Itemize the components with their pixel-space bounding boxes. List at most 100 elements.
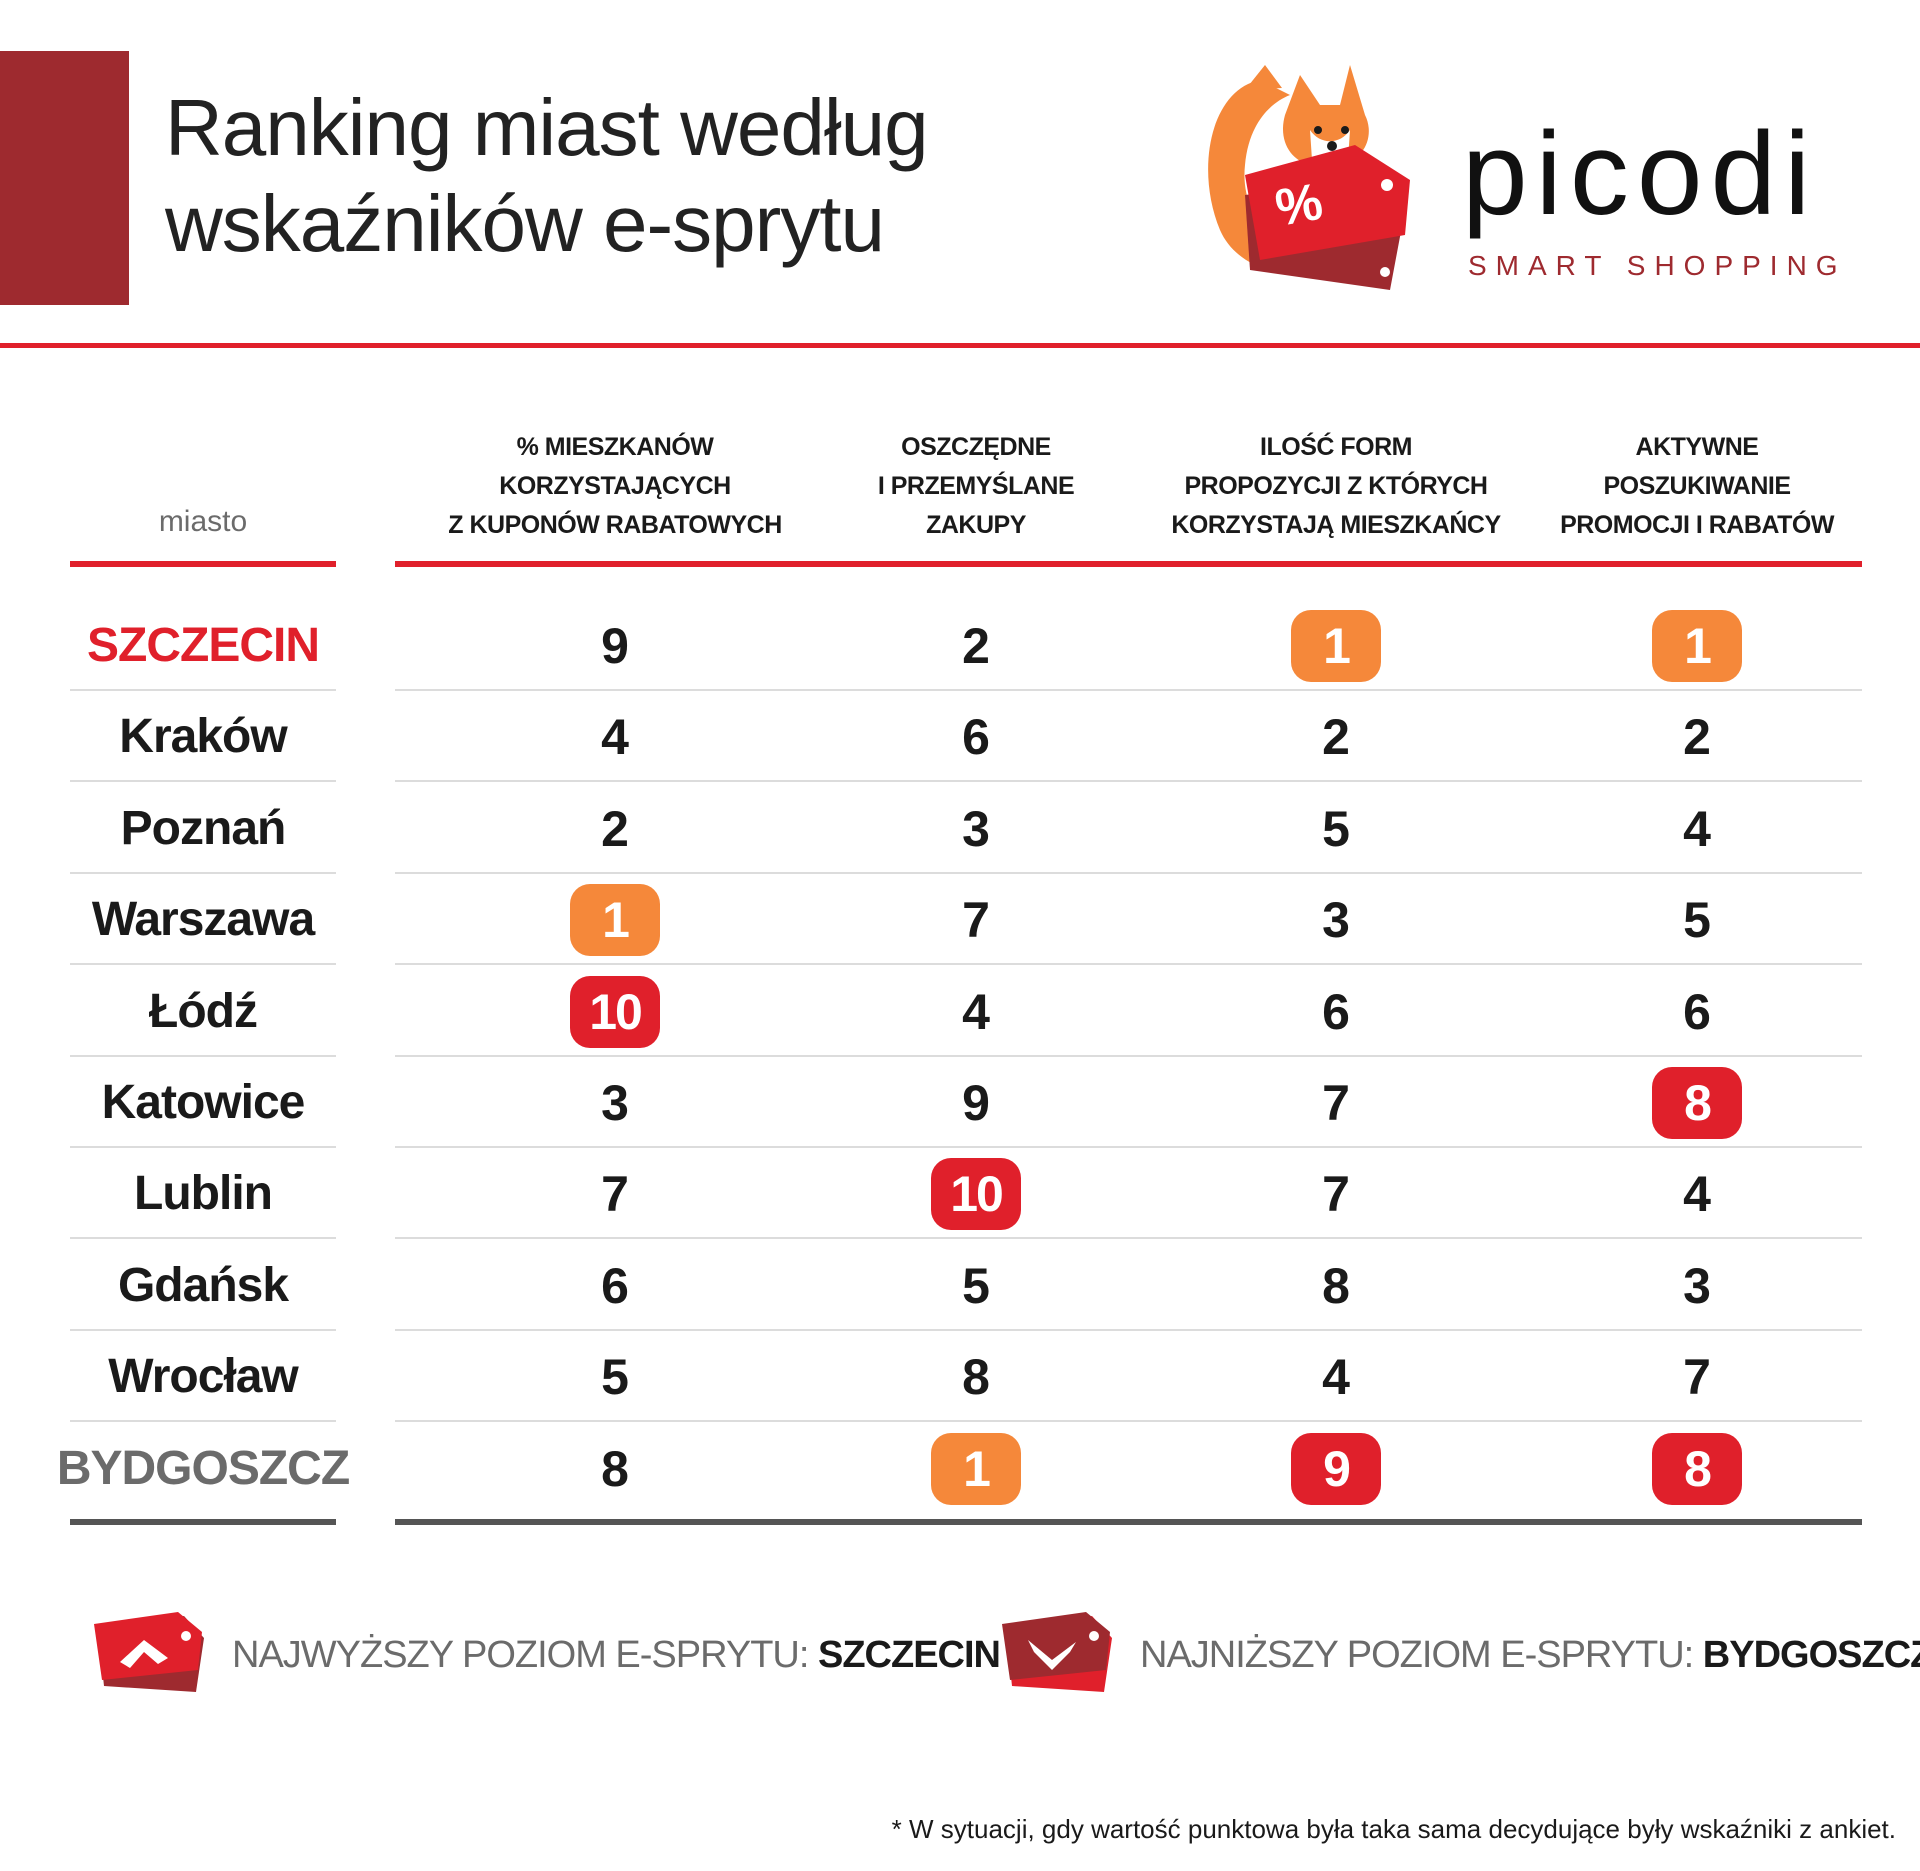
red-rank-badge: 8 xyxy=(1652,1066,1742,1139)
rank-cell: 4 xyxy=(1627,783,1767,874)
row-divider xyxy=(395,963,1862,965)
rank-value: 7 xyxy=(1322,1074,1350,1131)
rank-value: 6 xyxy=(1322,983,1350,1040)
footnote: * W sytuacji, gdy wartość punktowa była … xyxy=(891,1814,1896,1844)
row-divider xyxy=(395,1055,1862,1057)
row-divider xyxy=(70,689,336,691)
tag-arrow-up-icon xyxy=(94,1612,204,1692)
logo-percent-badge: % xyxy=(1271,173,1327,238)
rank-value: 8 xyxy=(962,1348,990,1405)
rank-value: 4 xyxy=(601,708,629,765)
row-divider xyxy=(395,872,1862,874)
table-bottom-rule-left xyxy=(70,1519,336,1525)
rank-cell: 5 xyxy=(545,1331,685,1422)
fox-tag-logo-icon: % xyxy=(1208,65,1410,290)
city-name: Wrocław xyxy=(108,1350,299,1403)
rank-value: 7 xyxy=(1322,1165,1350,1222)
rank-cell: 8 xyxy=(545,1423,685,1514)
rank-value: 4 xyxy=(1322,1348,1350,1405)
red-rank-badge: 8 xyxy=(1652,1432,1742,1505)
table-row: Wrocław 5 8 4 7 xyxy=(0,1331,1920,1422)
rank-cell: 9 xyxy=(906,1057,1046,1148)
rank-cell: 6 xyxy=(545,1240,685,1331)
rank-value: 2 xyxy=(601,800,629,857)
legend-highest-label: NAJWYŻSZY POZIOM E-SPRYTU: xyxy=(232,1633,809,1676)
rank-value: 4 xyxy=(962,983,990,1040)
column-header-line: PROMOCJI I RABATÓW xyxy=(1560,511,1834,539)
row-divider xyxy=(70,1055,336,1057)
row-divider xyxy=(395,1237,1862,1239)
red-rank-badge: 10 xyxy=(570,975,660,1048)
legend-lowest: NAJNIŻSZY POZIOM E-SPRYTU: BYDGOSZCZ xyxy=(1000,1610,1920,1700)
header-rule-left xyxy=(70,561,336,567)
table-row: BYDGOSZCZ 8 1 9 8 xyxy=(0,1423,1920,1514)
row-divider xyxy=(70,872,336,874)
column-header-line: ZAKUPY xyxy=(926,511,1026,539)
row-divider xyxy=(70,1329,336,1331)
rank-value: 7 xyxy=(1683,1348,1711,1405)
city-name: BYDGOSZCZ xyxy=(56,1442,350,1495)
rank-value: 9 xyxy=(962,1074,990,1131)
column-header-line: OSZCZĘDNE xyxy=(901,433,1051,461)
city-name: Gdańsk xyxy=(117,1259,289,1312)
rank-cell: 7 xyxy=(1266,1057,1406,1148)
orange-rank-badge: 1 xyxy=(931,1432,1021,1505)
row-divider xyxy=(70,1237,336,1239)
column-header-line: Z KUPONÓW RABATOWYCH xyxy=(448,511,782,539)
rank-cell: 3 xyxy=(1627,1240,1767,1331)
rank-cell: 1 xyxy=(1627,600,1767,691)
column-header-line: KORZYSTAJĄ MIESZKAŃCY xyxy=(1171,511,1501,539)
rank-cell: 3 xyxy=(906,783,1046,874)
legend-highest-city: SZCZECIN xyxy=(818,1633,1001,1676)
rank-cell: 2 xyxy=(1627,691,1767,782)
rank-cell: 5 xyxy=(906,1240,1046,1331)
row-divider xyxy=(70,1146,336,1148)
rank-cell: 7 xyxy=(1627,1331,1767,1422)
rank-value: 4 xyxy=(1683,800,1711,857)
rank-value: 2 xyxy=(962,617,990,674)
rank-value: 2 xyxy=(1683,708,1711,765)
rank-cell: 1 xyxy=(1266,600,1406,691)
rank-value: 8 xyxy=(1322,1257,1350,1314)
rank-cell: 9 xyxy=(545,600,685,691)
column-header-1: % MIESZKANÓW KORZYSTAJĄCYCH Z KUPONÓW RABA… xyxy=(435,428,795,545)
rank-value: 4 xyxy=(1683,1165,1711,1222)
row-divider xyxy=(395,1329,1862,1331)
rank-cell: 8 xyxy=(906,1331,1046,1422)
accent-block xyxy=(0,51,129,305)
rank-cell: 8 xyxy=(1266,1240,1406,1331)
rank-cell: 7 xyxy=(1266,1148,1406,1239)
row-divider xyxy=(395,689,1862,691)
rank-value: 5 xyxy=(1683,891,1711,948)
city-column-header: miasto xyxy=(158,505,248,538)
rank-value: 7 xyxy=(962,891,990,948)
row-divider xyxy=(395,1146,1862,1148)
rank-value: 5 xyxy=(962,1257,990,1314)
legend-lowest-city: BYDGOSZCZ xyxy=(1702,1633,1920,1676)
column-header-3: ILOŚĆ FORM PROPOZYCJI Z KTÓRYCH KORZYSTAJĄ… xyxy=(1156,428,1516,545)
rank-value: 5 xyxy=(601,1348,629,1405)
city-name: Łódź xyxy=(149,985,258,1038)
row-divider xyxy=(70,1420,336,1422)
rank-value: 3 xyxy=(1322,891,1350,948)
column-header-4: AKTYWNE POSZUKIWANIE PROMOCJI I RABATÓW xyxy=(1517,428,1877,545)
column-header-line: I PRZEMYŚLANE xyxy=(877,472,1075,500)
rank-value: 6 xyxy=(601,1257,629,1314)
orange-rank-badge: 1 xyxy=(1652,609,1742,682)
rank-value: 2 xyxy=(1322,708,1350,765)
rank-cell: 8 xyxy=(1627,1057,1767,1148)
row-divider xyxy=(70,780,336,782)
picodi-logo: % picodi SMART SHOPPING xyxy=(1190,60,1860,300)
city-name: Poznań xyxy=(120,802,287,855)
column-header-line: ILOŚĆ FORM xyxy=(1260,433,1412,461)
rank-cell: 8 xyxy=(1627,1423,1767,1514)
city-name: Lublin xyxy=(134,1167,273,1220)
table-row: Łódź 10 4 6 6 xyxy=(0,966,1920,1057)
table-row: Gdańsk 6 5 8 3 xyxy=(0,1240,1920,1331)
rank-value: 5 xyxy=(1322,800,1350,857)
table-row: Katowice 3 9 7 8 xyxy=(0,1057,1920,1148)
logo-wordmark: picodi xyxy=(1462,108,1819,240)
table-row: Lublin 7 10 7 4 xyxy=(0,1148,1920,1239)
header-rule-right xyxy=(395,561,1862,567)
rank-cell: 4 xyxy=(1266,1331,1406,1422)
